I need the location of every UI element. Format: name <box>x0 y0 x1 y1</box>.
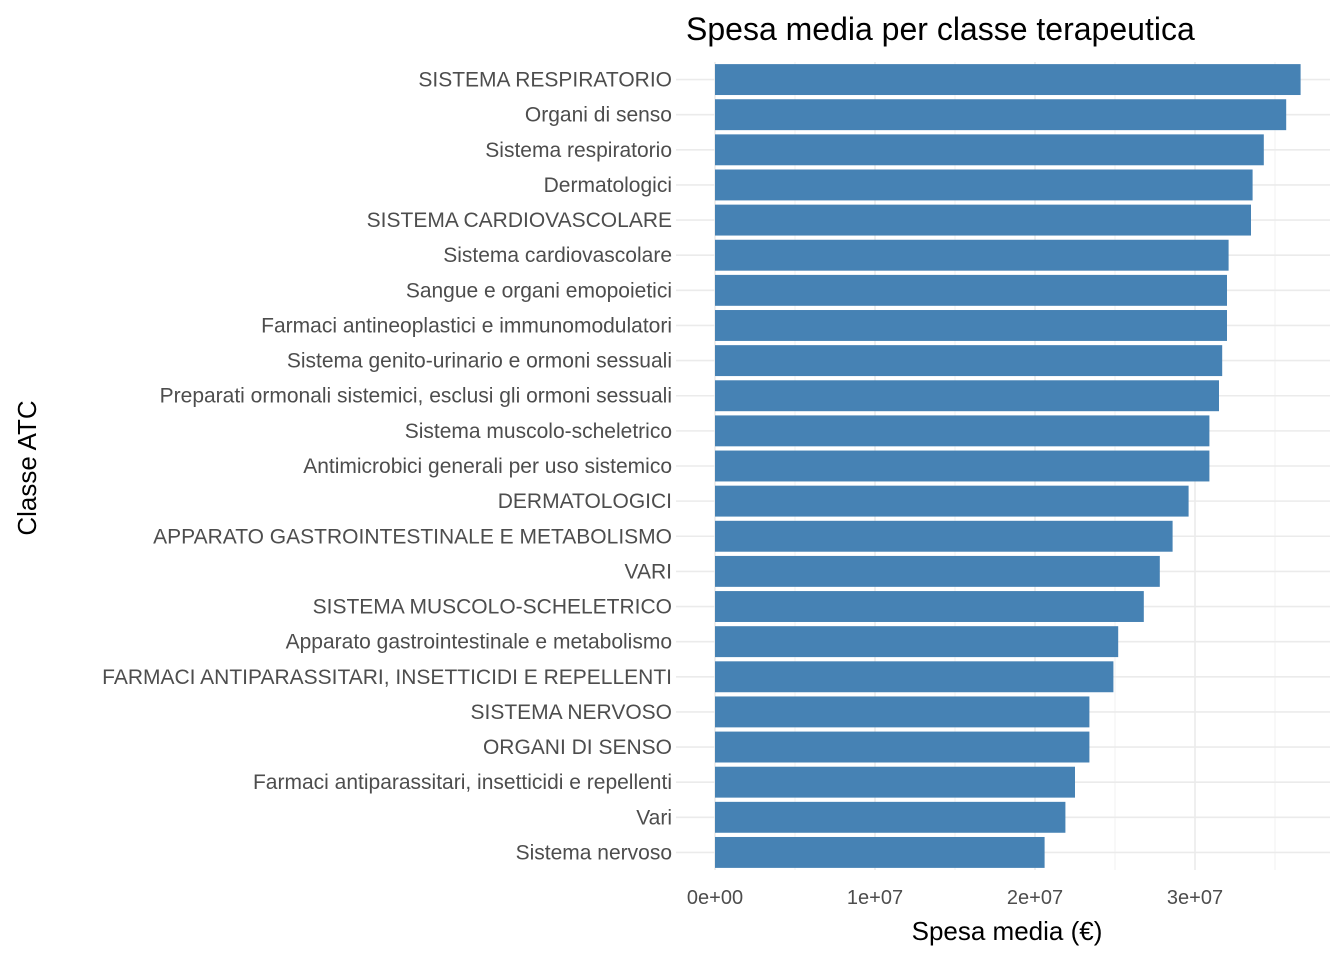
x-tick-label: 2e+07 <box>1007 887 1063 909</box>
category-label: Vari <box>636 806 672 829</box>
category-label: DERMATOLOGICI <box>498 490 672 513</box>
bar <box>715 99 1287 131</box>
bar <box>715 836 1045 868</box>
bars <box>715 64 1301 868</box>
bar <box>715 310 1227 341</box>
bar <box>715 801 1066 833</box>
category-label: Farmaci antineoplastici e immunomodulato… <box>261 314 672 337</box>
category-label: Dermatologici <box>544 174 672 197</box>
category-label: Sistema respiratorio <box>485 139 672 162</box>
category-label: FARMACI ANTIPARASSITARI, INSETTICIDI E R… <box>102 666 672 689</box>
category-labels: SISTEMA RESPIRATORIO Organi di senso Siste… <box>102 69 672 865</box>
category-label: Sistema cardiovascolare <box>443 244 672 267</box>
y-axis-title: Classe ATC <box>12 400 42 535</box>
category-label: Organi di senso <box>525 104 672 127</box>
category-label: Sistema genito-urinario e ormoni sessual… <box>287 350 672 373</box>
bar <box>715 134 1264 166</box>
bar <box>715 64 1301 96</box>
category-label: SISTEMA RESPIRATORIO <box>418 69 672 92</box>
category-label: Antimicrobici generali per uso sistemico <box>303 455 672 478</box>
bar <box>715 766 1075 798</box>
bar <box>715 520 1173 552</box>
category-label: VARI <box>625 560 672 583</box>
bar <box>715 274 1227 306</box>
chart-title: Spesa media per classe terapeutica <box>686 11 1195 47</box>
x-tick-label: 1e+07 <box>847 887 903 909</box>
x-axis-title: Spesa media (€) <box>912 916 1103 946</box>
bar <box>715 169 1253 201</box>
bar <box>715 626 1119 658</box>
bar <box>715 696 1090 728</box>
bar <box>715 415 1210 447</box>
bar <box>715 661 1114 693</box>
bar <box>715 380 1219 412</box>
bar <box>715 555 1160 587</box>
category-label: SISTEMA CARDIOVASCOLARE <box>367 209 672 232</box>
category-label: Sistema nervoso <box>516 841 672 864</box>
bar <box>715 485 1189 517</box>
category-label: Sistema muscolo-scheletrico <box>405 420 672 443</box>
category-label: ORGANI DI SENSO <box>483 736 672 759</box>
bar <box>715 450 1210 482</box>
bar <box>715 591 1144 622</box>
bar <box>715 204 1251 236</box>
category-label: SISTEMA MUSCOLO-SCHELETRICO <box>313 596 672 619</box>
bar <box>715 731 1090 763</box>
x-tick-label: 3e+07 <box>1167 887 1223 909</box>
category-label: SISTEMA NERVOSO <box>471 701 673 724</box>
bar <box>715 345 1223 377</box>
category-label: Preparati ormonali sistemici, esclusi gl… <box>160 385 672 408</box>
category-label: APPARATO GASTROINTESTINALE E METABOLISMO <box>153 525 672 548</box>
bar <box>715 239 1229 271</box>
category-label: Apparato gastrointestinale e metabolismo <box>286 631 672 654</box>
category-label: Sangue e organi emopoietici <box>406 279 672 302</box>
x-tick-labels: 0e+00 1e+07 2e+07 3e+07 <box>687 887 1223 909</box>
category-label: Farmaci antiparassitari, insetticidi e r… <box>253 771 672 794</box>
x-tick-label: 0e+00 <box>687 887 743 909</box>
